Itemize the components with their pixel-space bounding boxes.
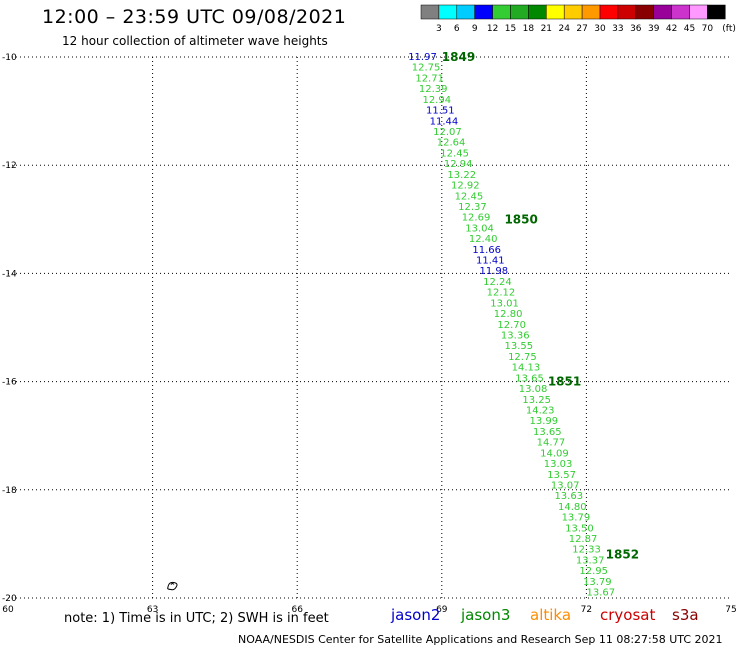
colorbar-tick-label: 24 (558, 24, 570, 34)
y-tick-label: -18 (2, 486, 17, 496)
colorbar-tick-label: 33 (612, 24, 623, 34)
island-outline (167, 581, 178, 591)
y-tick-label: -16 (2, 378, 17, 388)
x-tick-label: 75 (725, 605, 736, 615)
colorbar-tick-label: 36 (630, 24, 642, 34)
colorbar-unit-label: (ft) (722, 24, 736, 34)
swh-value-label: 13.03 (544, 459, 573, 470)
legend-jason3: jason3 (461, 606, 511, 624)
colorbar-tick-label: 45 (684, 24, 695, 34)
swh-value-label: 12.94 (422, 95, 451, 106)
swh-value-label: 12.71 (415, 73, 444, 84)
swh-value-label: 13.65 (533, 427, 562, 438)
swh-value-label: 13.25 (522, 395, 551, 406)
footer-note: note: 1) Time is in UTC; 2) SWH is in fe… (64, 611, 329, 626)
swh-value-label: 12.39 (419, 84, 448, 95)
legend-jason2: jason2 (391, 606, 441, 624)
swh-value-label: 13.57 (547, 470, 576, 481)
swh-value-label: 12.80 (494, 309, 523, 320)
swh-value-label: 11.41 (476, 256, 505, 267)
x-tick-label: 63 (147, 605, 158, 615)
y-tick-label: -20 (2, 594, 17, 604)
colorbar-tick-label: 70 (702, 24, 714, 34)
swh-value-label: 13.65 (515, 373, 544, 384)
swh-value-label: 12.12 (487, 288, 516, 299)
pass-time-label: 1851 (548, 375, 581, 389)
swh-value-label: 13.37 (576, 555, 605, 566)
swh-value-label: 13.79 (562, 513, 591, 524)
swh-value-label: 13.22 (447, 170, 476, 181)
colorbar-tick-label: 39 (648, 24, 660, 34)
swh-value-label: 12.64 (437, 138, 466, 149)
swh-value-label: 12.24 (483, 277, 512, 288)
pass-time-label: 1850 (504, 212, 537, 226)
colorbar-tick-label: 30 (594, 24, 606, 34)
colorbar-swatch (707, 4, 726, 20)
swh-value-label: 11.44 (430, 116, 459, 127)
chart-subtitle: 12 hour collection of altimeter wave hei… (62, 34, 328, 48)
swh-value-label: 13.01 (490, 298, 519, 309)
swh-value-label: 12.95 (579, 566, 608, 577)
colorbar-tick-label: 42 (666, 24, 677, 34)
swh-value-label: 13.36 (501, 331, 530, 342)
swh-value-label: 11.98 (480, 266, 509, 277)
swh-value-label: 12.40 (469, 234, 498, 245)
legend-cryosat: cryosat (600, 606, 656, 624)
swh-value-label: 12.75 (508, 352, 537, 363)
swh-value-label: 13.79 (583, 577, 612, 588)
swh-value-label: 12.07 (433, 127, 462, 138)
colorbar-tick-label: 18 (523, 24, 535, 34)
x-tick-label: 66 (291, 605, 303, 615)
colorbar-tick-label: 27 (576, 24, 587, 34)
x-tick-label: 72 (581, 605, 592, 615)
swh-value-label: 12.87 (569, 534, 598, 545)
swh-value-label: 13.99 (529, 416, 558, 427)
swh-value-label: 14.09 (540, 448, 569, 459)
swh-value-label: 12.70 (497, 320, 526, 331)
swh-value-label: 14.80 (558, 502, 587, 513)
colorbar: 3 6 9 12 15 18 21 24 27 30 33 36 39 42 45 70 (ft) (420, 4, 736, 34)
swh-value-label: 14.77 (537, 438, 566, 449)
pass-time-label: 1849 (442, 50, 475, 64)
colorbar-tick-label: 12 (487, 24, 498, 34)
swh-value-label: 13.55 (505, 341, 534, 352)
swh-value-label: 12.37 (458, 202, 487, 213)
y-tick-label: -10 (2, 53, 17, 63)
swh-value-label: 12.92 (451, 181, 480, 192)
swh-value-label: 13.07 (551, 480, 580, 491)
swh-value-label: 13.04 (465, 223, 494, 234)
swh-value-label: 12.94 (444, 159, 473, 170)
swh-value-label: 12.75 (412, 63, 441, 74)
legend-altika: altika (530, 606, 572, 624)
swh-value-label: 11.66 (472, 245, 501, 256)
swh-value-label: 12.45 (455, 191, 484, 202)
footer-credit: NOAA/NESDIS Center for Satellite Applica… (238, 633, 723, 646)
y-tick-label: -14 (2, 269, 17, 279)
colorbar-tick-label: 15 (505, 24, 516, 34)
swh-value-label: 11.51 (426, 106, 455, 117)
chart-title: 12:00 – 23:59 UTC 09/08/2021 (42, 6, 347, 28)
swh-value-label: 14.23 (526, 405, 555, 416)
swh-value-label: 13.63 (554, 491, 583, 502)
legend-s3a: s3a (672, 606, 699, 624)
swh-value-label: 12.45 (440, 148, 469, 159)
colorbar-tick-label: 3 (436, 24, 442, 34)
colorbar-tick-label: 6 (454, 24, 460, 34)
swh-value-label: 11.97 (408, 52, 437, 63)
x-tick-label: 60 (2, 605, 14, 615)
y-tick-label: -12 (2, 161, 17, 171)
colorbar-tick-label: 21 (541, 24, 552, 34)
swh-value-label: 13.50 (565, 523, 594, 534)
colorbar-tick-label: 9 (472, 24, 478, 34)
swh-value-label: 13.67 (587, 588, 616, 599)
swh-value-label: 12.33 (572, 545, 601, 556)
swh-value-label: 12.69 (462, 213, 491, 224)
pass-time-label: 1852 (606, 548, 639, 562)
x-tick-label: 69 (436, 605, 448, 615)
swh-value-label: 14.13 (512, 363, 541, 374)
swh-value-label: 13.08 (519, 384, 548, 395)
